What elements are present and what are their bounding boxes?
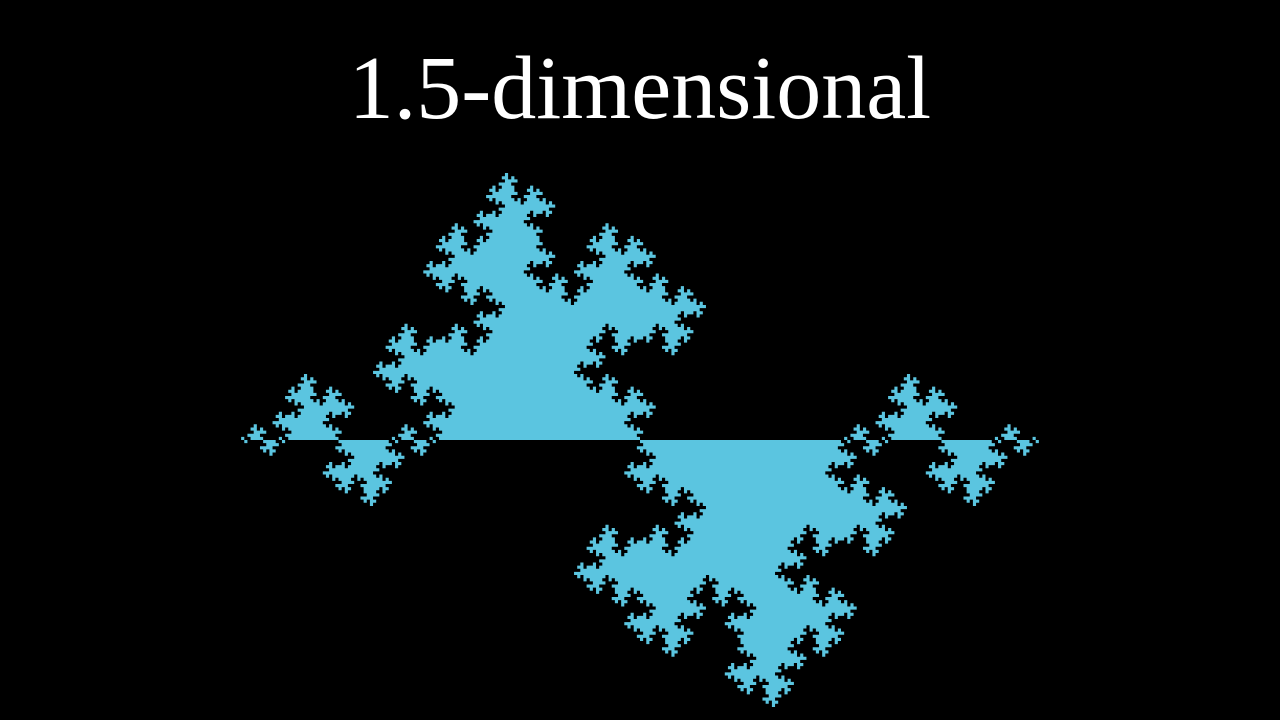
fractal-shape [238, 173, 1042, 707]
title: 1.5-dimensional [349, 39, 931, 138]
